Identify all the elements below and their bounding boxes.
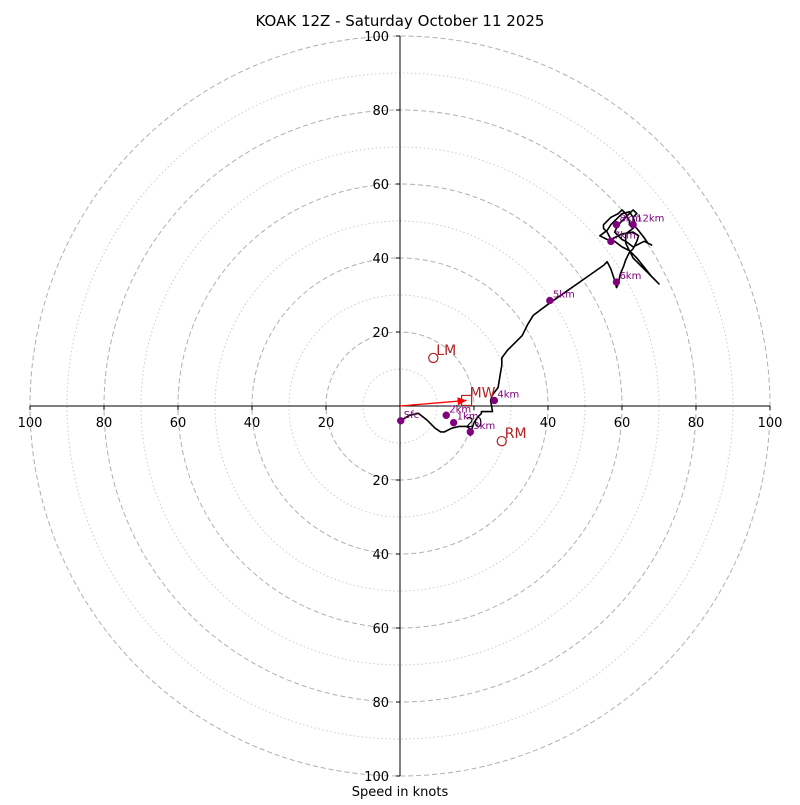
x-axis-label: Speed in knots bbox=[352, 785, 449, 800]
height-marker-7km bbox=[607, 237, 615, 246]
height-marker-2km bbox=[442, 411, 450, 419]
storm-marker-lm bbox=[428, 352, 439, 364]
height-label-3km: 3km bbox=[473, 421, 495, 432]
height-label-sfc: Sfc bbox=[404, 410, 419, 421]
y-tick-label: 20 bbox=[372, 474, 389, 489]
storm-label-lm: LM bbox=[436, 343, 456, 359]
x-tick-label: 60 bbox=[614, 416, 631, 431]
tick-labels: 100 80 60 40 20 20 40 60 80 100100806040202040608… bbox=[18, 30, 783, 785]
height-marker-5km bbox=[546, 296, 554, 305]
y-tick-label: 80 bbox=[372, 696, 389, 711]
y-tick-label: 100 bbox=[364, 30, 389, 45]
y-tick-label: 20 bbox=[372, 326, 389, 341]
y-tick-label: 80 bbox=[372, 104, 389, 119]
x-tick-label: 100 bbox=[18, 416, 43, 431]
height-label-8km: 8km bbox=[619, 214, 641, 225]
y-tick-label: 60 bbox=[372, 178, 389, 193]
x-tick-label: 80 bbox=[96, 416, 113, 431]
y-tick-label: 40 bbox=[372, 252, 389, 267]
y-tick-label: 60 bbox=[372, 622, 389, 637]
height-label-4km: 4km bbox=[497, 389, 519, 400]
x-tick-label: 80 bbox=[688, 416, 705, 431]
storm-motion-markers: LM RM MW bbox=[428, 343, 527, 447]
height-marker-sfc bbox=[397, 417, 405, 425]
x-tick-label: 40 bbox=[244, 416, 261, 431]
mean-wind-vector bbox=[399, 399, 467, 407]
height-label-7km: 7km bbox=[614, 230, 636, 241]
height-label-12km: 12km bbox=[636, 214, 664, 225]
storm-label-rm: RM bbox=[505, 426, 527, 442]
height-label-5km: 5km bbox=[553, 290, 575, 301]
height-label-6km: 6km bbox=[619, 271, 641, 282]
x-tick-label: 100 bbox=[758, 416, 783, 431]
height-marker-12km bbox=[629, 221, 637, 229]
height-marker-8km bbox=[612, 221, 621, 229]
x-tick-label: 60 bbox=[170, 416, 187, 431]
height-marker-6km bbox=[612, 278, 621, 286]
height-marker-3km bbox=[466, 428, 474, 436]
height-marker-4km bbox=[490, 396, 499, 405]
x-tick-label: 20 bbox=[318, 416, 335, 431]
y-tick-label: 100 bbox=[364, 770, 389, 785]
x-tick-label: 40 bbox=[540, 416, 557, 431]
chart-title: KOAK 12Z - Saturday October 11 2025 bbox=[256, 12, 545, 30]
height-label-2km: 2km bbox=[449, 404, 471, 415]
height-label-1km: 1km bbox=[457, 412, 479, 423]
height-marker-1km bbox=[449, 418, 458, 427]
storm-marker-rm bbox=[496, 435, 507, 447]
y-tick-label: 40 bbox=[372, 548, 389, 563]
storm-marker-mw bbox=[461, 394, 473, 407]
hodograph-trace bbox=[400, 209, 660, 437]
storm-label-mw: MW bbox=[470, 385, 496, 401]
